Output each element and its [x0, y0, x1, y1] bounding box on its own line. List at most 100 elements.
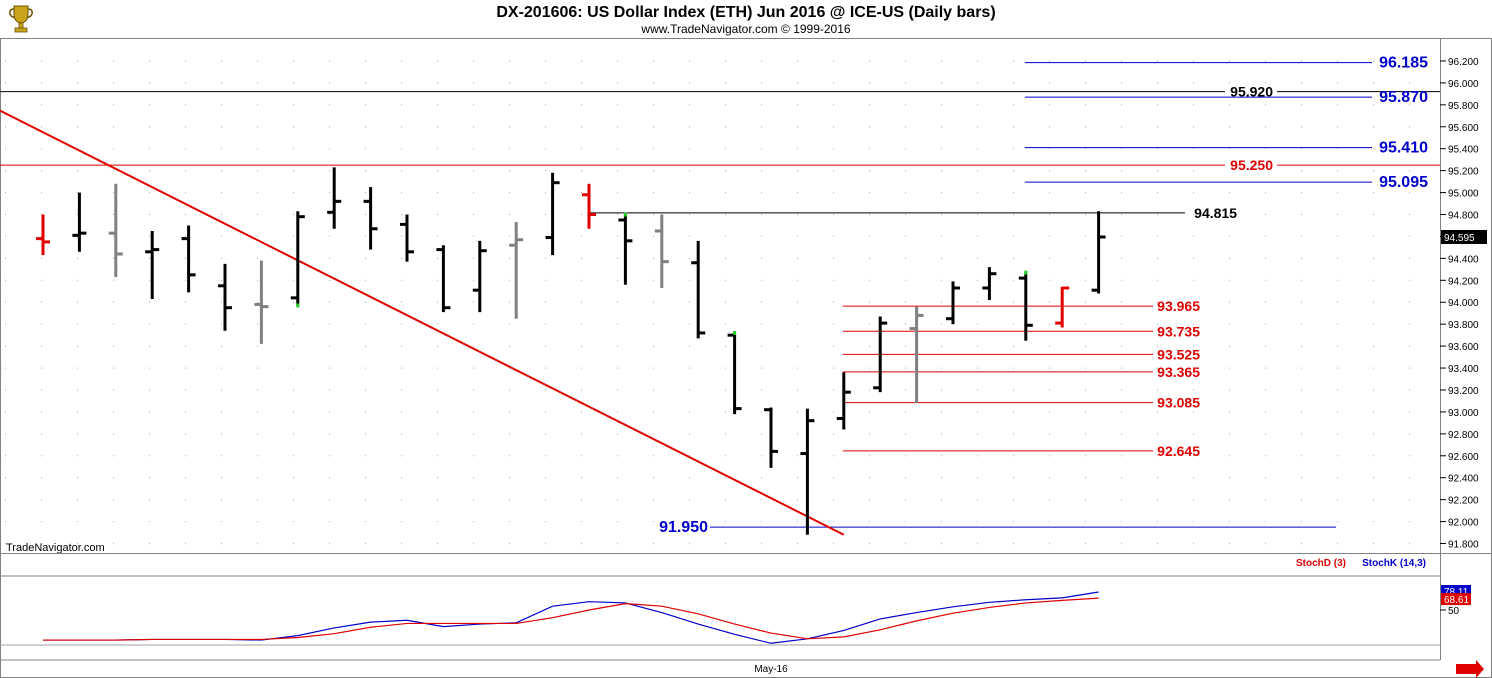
ohlc-bar	[400, 214, 414, 262]
y-tick-label: 93.200	[1448, 386, 1479, 397]
y-tick-label: 93.400	[1448, 364, 1479, 375]
ohlc-bar	[327, 167, 342, 229]
stochd-value-label: 68.61	[1444, 595, 1469, 606]
y-tick-label: 92.200	[1448, 496, 1479, 507]
bar-signal-marker	[623, 212, 627, 217]
y-tick-label: 92.000	[1448, 518, 1479, 529]
ohlc-bar	[254, 260, 269, 344]
price-panel	[0, 38, 1492, 554]
last-price-label: 94.595	[1444, 233, 1475, 244]
y-tick-label: 95.600	[1448, 123, 1479, 134]
bar-signal-marker	[1024, 270, 1028, 275]
y-tick-label: 92.800	[1448, 430, 1479, 441]
y-tick-label: 95.800	[1448, 101, 1479, 112]
ohlc-bar	[800, 408, 815, 535]
ohlc-bar	[727, 330, 742, 415]
stochk-value-label: 78.11	[1444, 587, 1469, 598]
level-label: 92.645	[1157, 443, 1200, 459]
level-label: 95.410	[1379, 140, 1428, 157]
y-tick-label: 94.200	[1448, 276, 1479, 287]
ohlc-bar	[72, 192, 87, 252]
y-tick-label: 91.800	[1448, 540, 1479, 551]
oscillator-lines	[43, 591, 1099, 644]
y-tick-label: 93.000	[1448, 408, 1479, 419]
ohlc-bar	[218, 263, 232, 331]
oscillator-panel	[0, 553, 1492, 678]
x-date-label: May-16	[754, 664, 788, 675]
ohlc-bar	[836, 372, 851, 430]
trendline	[0, 109, 845, 536]
chart-title: DX-201606: US Dollar Index (ETH) Jun 201…	[496, 4, 995, 21]
ohlc-bar	[290, 211, 305, 308]
watermark: TradeNavigator.com	[6, 542, 105, 554]
ohlc-bar	[982, 267, 997, 301]
ohlc-bar	[472, 240, 487, 313]
y-tick-label: 94.800	[1448, 211, 1479, 222]
y-tick-label: 93.800	[1448, 320, 1479, 331]
ohlc-bar	[618, 212, 633, 285]
legend-stochk: StochK (14,3)	[1362, 558, 1426, 569]
ohlc-bar	[1091, 211, 1106, 294]
ohlc-bar	[509, 222, 524, 319]
ohlc-bar	[764, 407, 778, 468]
level-label: 93.085	[1157, 395, 1200, 411]
ohlc-bar	[1018, 270, 1033, 341]
y-tick-label: 94.400	[1448, 254, 1479, 265]
trendline-segment	[0, 109, 845, 536]
y-tick-label: 93.600	[1448, 342, 1479, 353]
legend-stochd: StochD (3)	[1296, 558, 1346, 569]
level-label: 93.965	[1157, 298, 1200, 314]
price-axis: 96.200 96.000 95.800 95.600 95.400 95.200 95.0…	[1440, 57, 1487, 551]
ohlc-bar	[654, 214, 669, 288]
title-area: DX-201606: US Dollar Index (ETH) Jun 201…	[496, 4, 995, 36]
y-tick-label: 95.200	[1448, 167, 1479, 178]
level-label-bg	[1225, 157, 1277, 174]
ohlc-bar	[36, 214, 50, 256]
ohlc-bar	[363, 187, 378, 250]
stochd-line	[43, 597, 1099, 641]
ohlc-bar	[145, 230, 160, 299]
ohlc-bar	[1055, 286, 1070, 328]
bar-signal-marker	[296, 303, 300, 308]
level-label: 93.365	[1157, 364, 1200, 380]
level-label: 93.525	[1157, 346, 1200, 362]
y-tick-label: 94.000	[1448, 298, 1479, 309]
y-tick-label: 96.200	[1448, 57, 1479, 68]
price-levels: 96.185 95.920 95.870 95.410 95.250 95.095 94.8…	[0, 55, 1440, 536]
ohlc-bar	[436, 245, 451, 313]
last-price-box	[1441, 229, 1487, 244]
level-label-bg	[1225, 83, 1277, 100]
ohlc-bar	[545, 172, 560, 256]
ohlc-bar	[691, 240, 706, 339]
y-tick-label: 96.000	[1448, 79, 1479, 90]
ohlc-bar	[946, 281, 960, 325]
trophy-logo-icon	[9, 5, 33, 33]
level-label: 95.095	[1379, 174, 1428, 191]
ohlc-bar	[909, 306, 924, 404]
y-tick-label: 95.000	[1448, 189, 1479, 200]
level-label: 95.920	[1230, 84, 1273, 100]
stochd-value-box	[1441, 593, 1471, 606]
oscillator-panel-border	[0, 553, 1492, 678]
osc-tick-label: 50	[1448, 606, 1460, 617]
ohlc-bar	[181, 225, 196, 293]
price-panel-border	[0, 38, 1492, 554]
level-label: 94.815	[1194, 205, 1237, 221]
level-label: 91.950	[659, 519, 708, 536]
price-bars	[36, 167, 1106, 535]
chart-subtitle: www.TradeNavigator.com © 1999-2016	[640, 22, 850, 36]
y-tick-label: 95.400	[1448, 145, 1479, 156]
y-tick-label: 92.600	[1448, 452, 1479, 463]
ohlc-bar	[108, 183, 123, 278]
y-tick-label: 92.400	[1448, 474, 1479, 485]
scroll-right-arrow-icon[interactable]	[1456, 660, 1484, 678]
level-label: 93.735	[1157, 323, 1200, 339]
bar-signal-marker	[733, 330, 737, 335]
level-label: 95.250	[1230, 157, 1273, 173]
ohlc-bar	[582, 183, 596, 229]
level-label: 95.870	[1379, 89, 1428, 106]
level-label: 96.185	[1379, 55, 1428, 72]
ohlc-bar	[873, 316, 888, 393]
